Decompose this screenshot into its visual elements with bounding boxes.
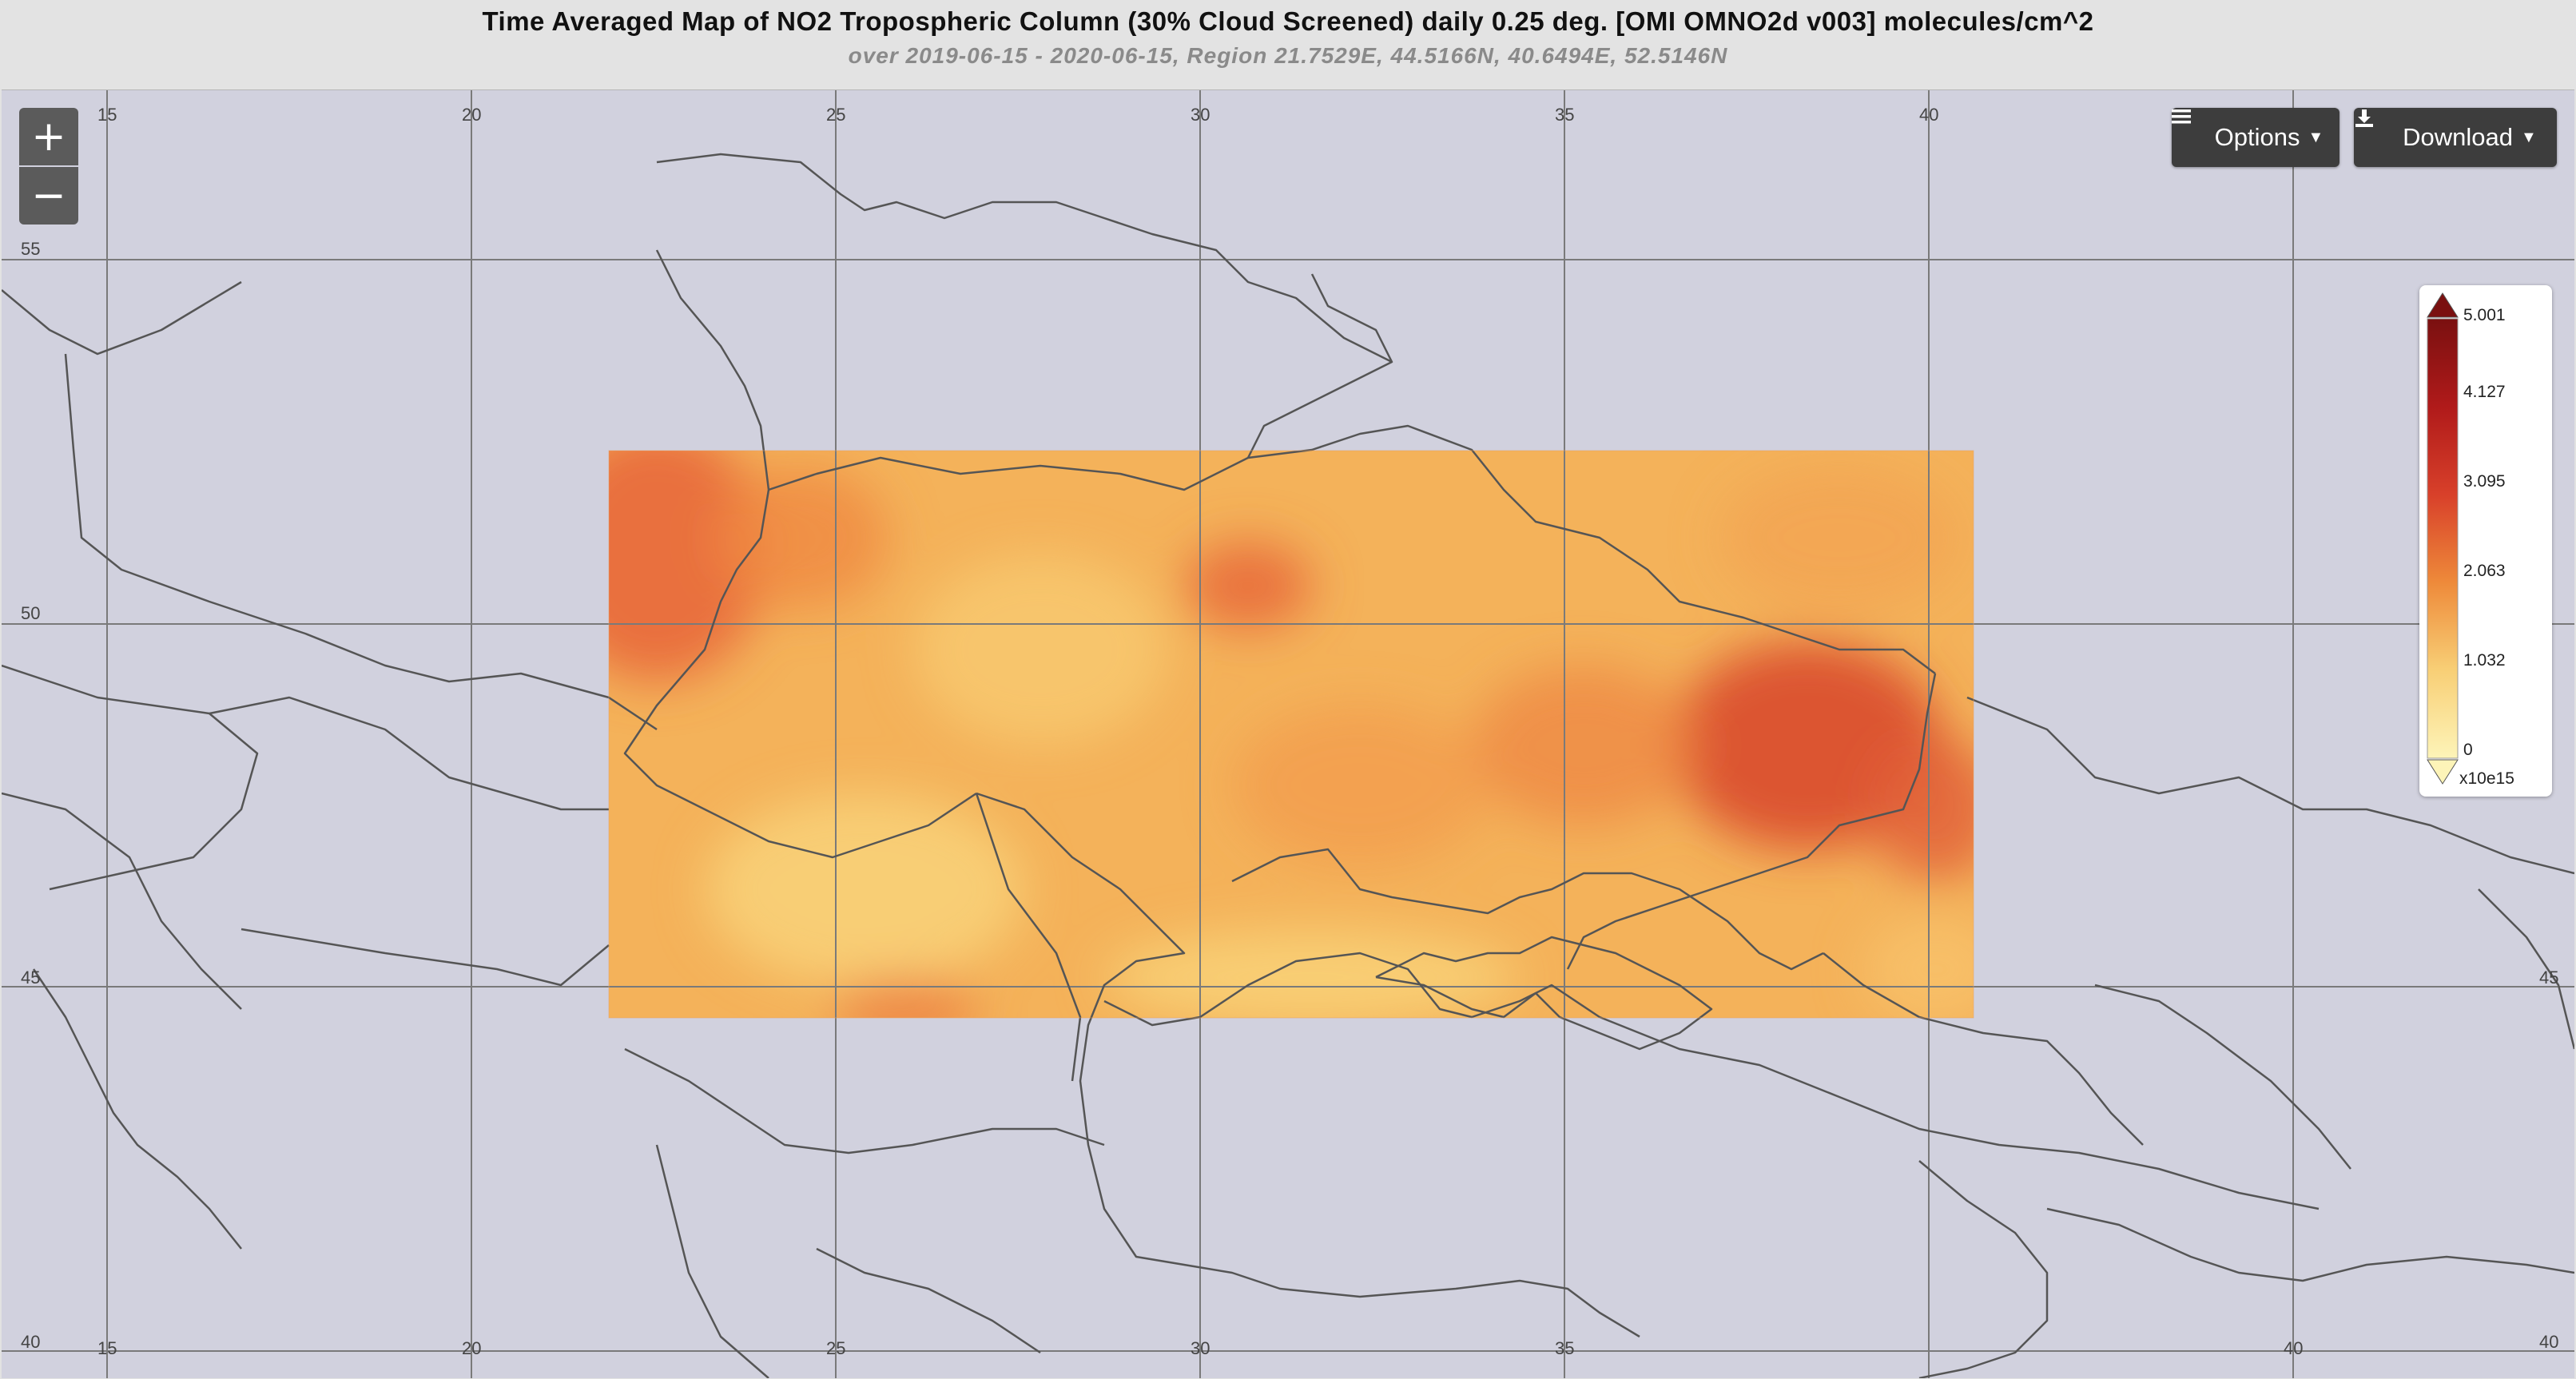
legend-label: 0: [2463, 741, 2473, 759]
lon-tick-bottom: 35: [1555, 1338, 1575, 1358]
map-header: Time Averaged Map of NO2 Tropospheric Co…: [0, 0, 2576, 89]
lat-tick-left: 40: [21, 1332, 41, 1352]
lon-tick-bottom: 40: [2284, 1338, 2304, 1358]
legend-label: 3.095: [2463, 472, 2506, 491]
legend-label: 2.063: [2463, 562, 2506, 580]
options-label: Options: [2214, 123, 2300, 151]
lat-tick-left: 45: [21, 968, 41, 988]
lon-tick-top: 25: [826, 105, 846, 125]
zoom-in-button[interactable]: +: [19, 108, 78, 165]
download-button[interactable]: Download ▼: [2354, 108, 2557, 167]
legend-label: 1.032: [2463, 651, 2506, 670]
lat-tick-left: 55: [21, 239, 41, 259]
graticule: [2, 90, 2574, 1378]
country-borders: [2, 153, 2574, 1378]
no2-data-layer: [609, 451, 1974, 1018]
lon-tick-bottom: 25: [826, 1338, 846, 1358]
caret-down-icon: ▼: [2308, 128, 2324, 146]
map-canvas[interactable]: 15 20 25 30 35 40 15 20 25 30 35 40 55 5…: [2, 89, 2574, 1378]
lon-tick-top: 20: [462, 105, 482, 125]
lon-tick-bottom: 20: [462, 1338, 482, 1358]
zoom-out-button[interactable]: −: [19, 167, 78, 225]
lon-tick-top: 15: [97, 105, 117, 125]
map-graphics: [2, 90, 2574, 1378]
lon-tick-bottom: 15: [97, 1338, 117, 1358]
options-button[interactable]: Options ▼: [2172, 108, 2339, 167]
lon-tick-bottom: 30: [1191, 1338, 1210, 1358]
lat-tick-left: 50: [21, 603, 41, 623]
color-legend: 5.001 4.127 3.095 2.063 1.032 0 x10e15: [2419, 285, 2552, 797]
lon-tick-top: 40: [1919, 105, 1939, 125]
lat-tick-right: 45: [2539, 968, 2559, 988]
map-title: Time Averaged Map of NO2 Tropospheric Co…: [482, 6, 2094, 36]
lon-tick-top: 35: [1555, 105, 1575, 125]
legend-colorbar: [2427, 292, 2459, 785]
caret-down-icon: ▼: [2521, 128, 2537, 146]
legend-unit: x10e15: [2459, 769, 2514, 788]
lon-tick-top: 30: [1191, 105, 1210, 125]
data-region-outline: [608, 450, 1974, 1019]
legend-label: 4.127: [2463, 383, 2506, 401]
lat-tick-right: 40: [2539, 1332, 2559, 1352]
map-subtitle: over 2019-06-15 - 2020-06-15, Region 21.…: [848, 43, 1728, 68]
legend-label: 5.001: [2463, 306, 2506, 324]
download-label: Download: [2403, 123, 2514, 151]
